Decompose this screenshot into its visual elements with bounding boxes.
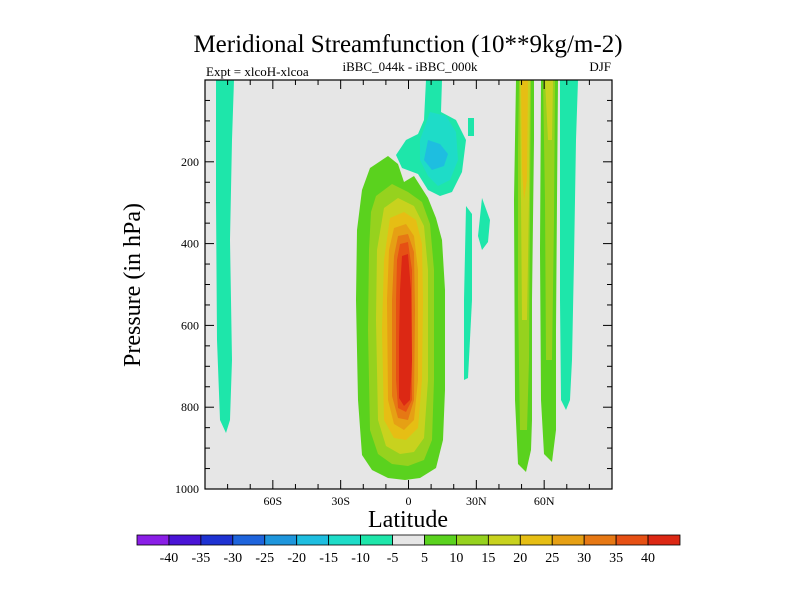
subtitle: iBBC_044k - iBBC_000k bbox=[342, 59, 478, 74]
colorbar-label: -10 bbox=[351, 551, 370, 566]
x-tick-label: 60S bbox=[263, 494, 282, 508]
y-axis-label: Pressure (in hPa) bbox=[120, 203, 146, 367]
colorbar-swatch bbox=[136, 534, 170, 546]
colorbar-label: 40 bbox=[641, 551, 655, 566]
colorbar-label: 10 bbox=[449, 551, 463, 566]
colorbar-swatch bbox=[456, 534, 489, 546]
y-tick-label: 200 bbox=[181, 155, 199, 169]
northern-positive-band bbox=[514, 80, 558, 472]
contour-field bbox=[205, 80, 612, 489]
colorbar-label: -40 bbox=[160, 551, 179, 566]
small-negative-blob-30n-b bbox=[478, 198, 490, 250]
colorbar-swatch bbox=[647, 534, 681, 546]
colorbar-swatch bbox=[519, 534, 553, 546]
colorbar-swatch bbox=[168, 534, 202, 546]
colorbar-swatch bbox=[264, 534, 298, 546]
x-tick-label: 30N bbox=[466, 494, 487, 508]
experiment-label: Expt = xlcoH-xlcoa bbox=[206, 64, 309, 79]
colorbar-label: -20 bbox=[287, 551, 306, 566]
colorbar-swatch bbox=[615, 534, 649, 546]
axis-ticks: 60S 30S 0 30N 60N 200 400 600 800 1000 bbox=[175, 80, 612, 508]
colorbar-swatch bbox=[392, 534, 425, 546]
y-tick-label: 600 bbox=[181, 318, 199, 332]
colorbar-label: -30 bbox=[223, 551, 242, 566]
colorbar-label: -15 bbox=[319, 551, 338, 566]
season-label: DJF bbox=[589, 59, 611, 74]
colorbar-swatch bbox=[232, 534, 266, 546]
colorbar-label: 30 bbox=[577, 551, 591, 566]
colorbar-swatch bbox=[360, 534, 393, 546]
colorbar-label: 15 bbox=[481, 551, 495, 566]
colorbar-label: -5 bbox=[387, 551, 399, 566]
colorbar: -40 -35 -30 -25 -20 -15 -10 -5 5 10 15 20 25 30 35 40 bbox=[136, 534, 681, 566]
northern-negative-band bbox=[560, 80, 578, 410]
y-tick-label: 400 bbox=[181, 237, 199, 251]
small-negative-blob-30n-a bbox=[464, 206, 472, 380]
colorbar-label: 25 bbox=[545, 551, 559, 566]
colorbar-swatch bbox=[551, 534, 585, 546]
colorbar-swatch bbox=[328, 534, 361, 546]
colorbar-label: 20 bbox=[513, 551, 527, 566]
colorbar-label: 5 bbox=[421, 551, 428, 566]
y-tick-label: 1000 bbox=[175, 482, 199, 496]
colorbar-label: 35 bbox=[609, 551, 623, 566]
colorbar-swatch bbox=[296, 534, 330, 546]
x-tick-label: 60N bbox=[534, 494, 555, 508]
x-tick-label: 0 bbox=[406, 494, 412, 508]
colorbar-label: -25 bbox=[255, 551, 274, 566]
small-negative-blob bbox=[468, 118, 474, 136]
colorbar-swatch bbox=[200, 534, 234, 546]
x-axis-label: Latitude bbox=[368, 507, 448, 533]
main-positive-cell bbox=[356, 156, 445, 480]
colorbar-swatch bbox=[487, 534, 521, 546]
colorbar-swatch bbox=[583, 534, 617, 546]
chart-title: Meridional Streamfunction (10**9kg/m-2) bbox=[193, 31, 622, 58]
upper-negative-cell bbox=[396, 80, 474, 196]
colorbar-label: -35 bbox=[192, 551, 211, 566]
x-tick-label: 30S bbox=[331, 494, 350, 508]
southern-negative-band bbox=[216, 80, 234, 433]
y-tick-label: 800 bbox=[181, 400, 199, 414]
colorbar-swatch bbox=[424, 534, 457, 546]
